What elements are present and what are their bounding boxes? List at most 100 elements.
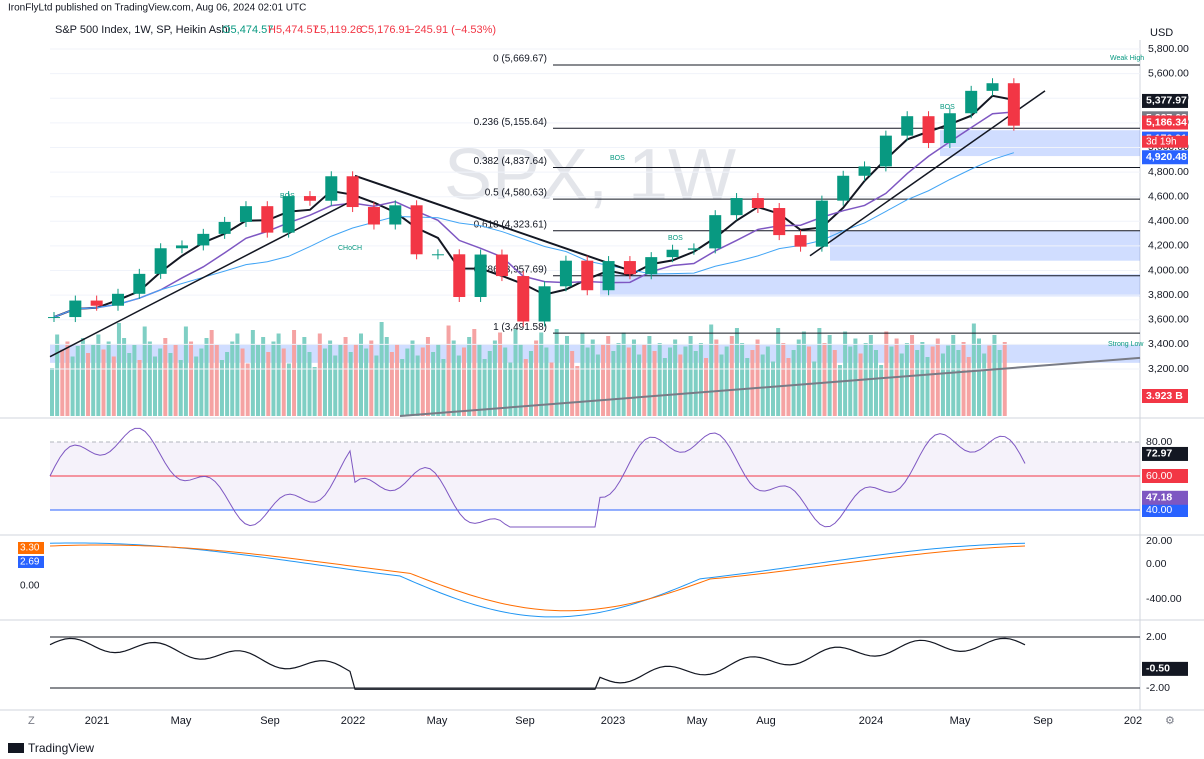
volume-bar [173, 345, 178, 416]
volume-bar [595, 354, 600, 416]
y-tick-label: 3,800.00 [1148, 289, 1189, 301]
volume-bar [359, 333, 363, 416]
volume-bar [940, 353, 945, 416]
volume-bar [601, 344, 606, 416]
candle [709, 215, 722, 249]
trendline [49, 196, 361, 358]
volume-bar [920, 342, 925, 416]
volume-bar [786, 358, 791, 416]
volume-bar [657, 343, 662, 416]
fib-label: 0.786 (3,957.69) [474, 264, 547, 275]
volume-bar [827, 335, 832, 416]
volume-bar [760, 354, 765, 416]
y-tick-label: 3,600.00 [1148, 314, 1189, 326]
volume-bar [230, 341, 235, 416]
volume-bar [441, 359, 446, 416]
volume-bar [925, 357, 930, 416]
volume-bar [982, 353, 987, 416]
volume-bar [750, 350, 755, 416]
annotation: BOS [280, 193, 295, 200]
volume-bar [194, 356, 199, 416]
volume-bar [575, 366, 580, 416]
annotation: Weak High [1110, 55, 1144, 62]
time-label: May [427, 715, 448, 727]
volume-bar [214, 345, 219, 416]
volume-bar [915, 350, 920, 416]
candle [773, 208, 786, 236]
volume-bar [683, 346, 688, 416]
volume-bar [822, 343, 827, 416]
volume-bar [956, 350, 961, 416]
volume-bar [817, 328, 822, 416]
candle [90, 300, 103, 306]
candle [837, 175, 850, 201]
volume-bar [96, 334, 101, 416]
y-tick-label: 5,600.00 [1148, 67, 1189, 79]
volume-bar [662, 358, 667, 416]
logo [8, 743, 24, 753]
volume-bar [50, 368, 54, 416]
candle [69, 300, 82, 318]
candle [623, 261, 636, 275]
volume-bar [879, 365, 884, 416]
volume-bar [487, 351, 492, 416]
volume-bar [333, 355, 338, 416]
publisher: IronFlyLtd published on TradingView.com,… [8, 3, 306, 14]
volume-bar [554, 329, 559, 416]
volume-bar [513, 329, 518, 416]
volume-bar [961, 342, 966, 416]
candle [325, 176, 338, 201]
settings-icon: ⚙ [1165, 715, 1175, 727]
volume-bar [776, 328, 781, 416]
rsi-tick-label: 80.00 [1146, 436, 1172, 448]
price-tag [1142, 93, 1188, 108]
candle [303, 196, 316, 201]
volume-bar [498, 332, 503, 416]
volume-bar [415, 355, 420, 416]
volume-bar [86, 353, 91, 416]
y-tick-label: 4,600.00 [1148, 190, 1189, 202]
volume-bar [328, 340, 333, 416]
volume-bar [348, 352, 353, 416]
volume-bar [626, 347, 631, 416]
currency: USD [1150, 27, 1173, 39]
volume-bar [997, 350, 1002, 416]
volume-bar [209, 330, 214, 416]
candle [175, 245, 188, 249]
rsi-tag-label: 72.97 [1146, 448, 1172, 460]
volume-bar [183, 326, 188, 416]
volume-bar [364, 348, 369, 416]
volume-bar [771, 361, 775, 416]
volume-bar [843, 331, 848, 416]
volume-bar [729, 336, 734, 416]
candle [879, 135, 892, 167]
volume-bar [446, 325, 451, 416]
time-label: 2024 [859, 715, 883, 727]
volume-bar [719, 354, 724, 416]
volume-bar [796, 339, 801, 416]
volume-bar [724, 346, 729, 416]
candle [815, 200, 828, 247]
volume-bar [436, 344, 441, 416]
macd-left-label: 2.69 [20, 557, 40, 568]
macd-tick-label: 20.00 [1146, 535, 1172, 547]
candle [431, 254, 444, 256]
volume-bar [884, 331, 889, 416]
footer: TradingView [28, 741, 94, 755]
volume-bar [837, 365, 842, 416]
candle [730, 198, 743, 216]
volume-bar [158, 348, 163, 416]
volume-bar [132, 345, 137, 416]
volume-bar [946, 345, 951, 416]
volume-bar [570, 351, 575, 416]
fib-label: 0.236 (5,155.64) [474, 117, 547, 128]
volume-bar [322, 348, 327, 416]
rsi-line [49, 427, 1026, 528]
candle [581, 260, 594, 291]
volume-bar [930, 346, 935, 416]
candle [453, 254, 466, 297]
volume-bar [642, 344, 647, 416]
volume-bar [389, 352, 394, 416]
volume-bar [503, 347, 508, 416]
moving-average [53, 152, 1015, 318]
